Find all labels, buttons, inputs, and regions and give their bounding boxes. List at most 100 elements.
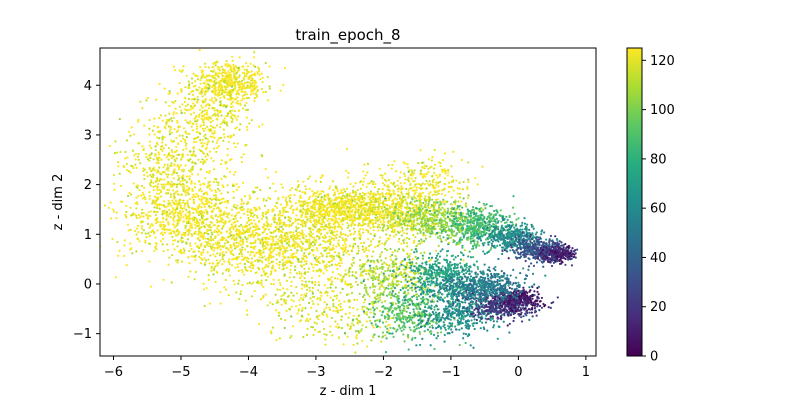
scatter-point (246, 108, 250, 111)
scatter-point (255, 251, 258, 255)
scatter-point (200, 195, 203, 198)
scatter-point (193, 154, 197, 157)
scatter-point (393, 265, 396, 268)
scatter-point (343, 195, 346, 198)
scatter-point (181, 183, 184, 186)
scatter-point (230, 214, 233, 217)
scatter-point (253, 97, 256, 100)
scatter-point (344, 280, 347, 283)
scatter-point (143, 168, 146, 171)
scatter-point (258, 281, 261, 285)
scatter-point (194, 232, 197, 235)
scatter-point (175, 145, 178, 148)
scatter-point (325, 269, 328, 272)
scatter-point (220, 198, 223, 201)
scatter-point (216, 271, 219, 274)
scatter-point (313, 236, 316, 239)
scatter-point (368, 302, 371, 306)
scatter-point (369, 319, 372, 323)
scatter-point (210, 189, 213, 192)
scatter-point (198, 255, 201, 258)
scatter-point (177, 142, 180, 145)
scatter-point (210, 239, 213, 242)
scatter-point (227, 248, 230, 251)
scatter-point (237, 282, 240, 285)
scatter-point (223, 222, 226, 225)
scatter-point (261, 245, 264, 248)
scatter-point (412, 310, 416, 314)
scatter-point (129, 242, 132, 245)
scatter-point (384, 334, 387, 337)
scatter-point (319, 176, 322, 179)
scatter-point (223, 95, 226, 98)
scatter-point (281, 242, 284, 245)
scatter-point (296, 245, 299, 248)
scatter-point (216, 244, 219, 247)
scatter-point (153, 169, 156, 172)
scatter-point (114, 140, 117, 143)
scatter-point (143, 124, 146, 127)
scatter-point (196, 244, 199, 248)
scatter-point (209, 226, 213, 229)
scatter-point (176, 222, 179, 225)
scatter-point (361, 213, 364, 216)
scatter-point (314, 204, 317, 207)
scatter-point (231, 59, 234, 62)
scatter-point (308, 195, 312, 198)
scatter-point (158, 82, 161, 86)
scatter-point (203, 257, 206, 260)
scatter-point (167, 199, 170, 203)
scatter-point (367, 195, 370, 198)
scatter-point (209, 117, 213, 120)
scatter-point (161, 137, 164, 140)
scatter-point (220, 65, 223, 68)
scatter-point (153, 133, 156, 136)
scatter-point (203, 93, 206, 96)
scatter-point (198, 224, 201, 228)
scatter-point (107, 206, 110, 209)
scatter-point (325, 333, 328, 336)
scatter-point (423, 330, 426, 333)
scatter-point (311, 292, 314, 295)
scatter-point (404, 284, 407, 287)
scatter-point (227, 270, 230, 273)
scatter-point (154, 201, 157, 204)
scatter-point (277, 311, 280, 314)
scatter-point (308, 289, 312, 292)
scatter-point (267, 223, 270, 226)
scatter-point (280, 303, 283, 306)
scatter-point (155, 192, 158, 195)
scatter-point (181, 241, 184, 244)
scatter-point (330, 229, 333, 232)
scatter-point (340, 315, 343, 318)
scatter-point (153, 195, 156, 198)
scatter-point (158, 131, 161, 134)
scatter-point (361, 339, 364, 342)
scatter-point (348, 266, 352, 269)
scatter-point (255, 281, 259, 284)
scatter-point (401, 312, 404, 315)
scatter-point (186, 238, 190, 241)
scatter-point (201, 144, 205, 147)
scatter-point (308, 240, 311, 243)
scatter-point (270, 282, 273, 286)
scatter-point (352, 232, 355, 236)
scatter-point (214, 265, 217, 268)
scatter-point (311, 194, 314, 197)
scatter-point (149, 210, 152, 213)
scatter-point (213, 247, 216, 250)
scatter-point (209, 235, 212, 238)
scatter-point (208, 150, 212, 153)
scatter-point (323, 265, 327, 268)
scatter-point (234, 229, 238, 233)
scatter-point (224, 74, 228, 77)
scatter-point (328, 235, 331, 238)
scatter-point (348, 229, 351, 232)
scatter-point (411, 258, 414, 261)
scatter-point (313, 191, 316, 195)
scatter-point (295, 292, 299, 295)
scatter-point (168, 208, 171, 211)
scatter-point (207, 233, 210, 236)
scatter-point (377, 188, 380, 191)
scatter-point (126, 223, 130, 226)
